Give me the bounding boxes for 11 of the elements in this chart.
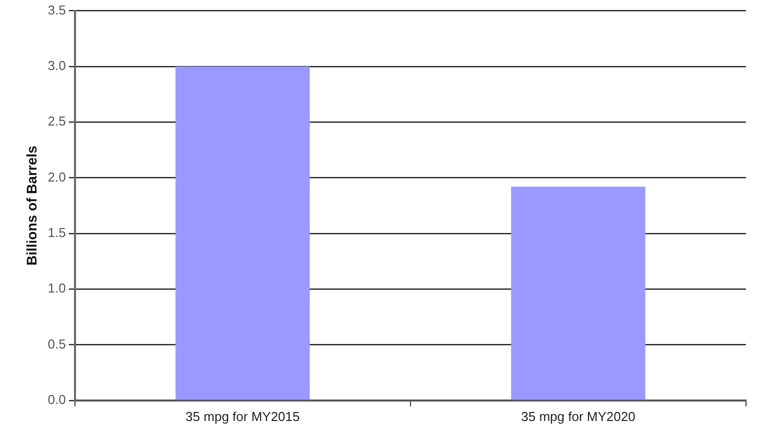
y-tick-label: 1.0 (48, 280, 66, 296)
y-tick-label: 0.5 (48, 336, 66, 352)
y-tick-label: 1.5 (48, 225, 66, 240)
y-axis-title: Billions of Barrels (23, 145, 40, 266)
y-tick-label: 3.0 (48, 58, 66, 74)
y-tick-label: 2.0 (48, 169, 66, 184)
y-tick-label: 3.5 (48, 2, 66, 18)
x-tick-label: 35 mpg for MY2020 (521, 408, 636, 424)
x-tick-label: 35 mpg for MY2015 (186, 408, 300, 424)
y-tick-label: 2.5 (48, 114, 66, 129)
y-tick-label: 0.0 (48, 392, 66, 407)
